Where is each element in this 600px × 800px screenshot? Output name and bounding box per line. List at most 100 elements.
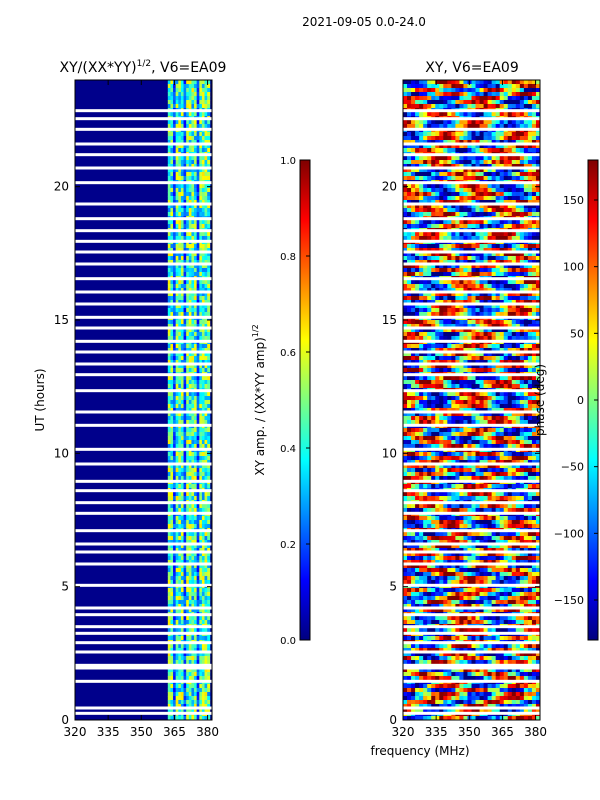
amplitude-cell: [196, 716, 200, 721]
amplitude-cell: [167, 192, 171, 197]
phase-cell: [407, 200, 412, 205]
amplitude-cell: [167, 384, 171, 389]
amplitude-cell: [180, 472, 184, 477]
amplitude-cell: [207, 220, 211, 225]
phase-cell: [523, 176, 529, 181]
amplitude-cell: [194, 412, 198, 417]
amplitude-cell: [180, 560, 184, 565]
amplitude-cell: [175, 376, 179, 381]
phase-cell: [507, 104, 513, 109]
amplitude-cell: [186, 324, 190, 329]
data-gap: [75, 302, 212, 306]
phase-cell: [431, 344, 436, 349]
amplitude-cell: [167, 508, 171, 513]
amplitude-cell: [183, 80, 187, 85]
amplitude-cell: [175, 444, 179, 449]
phase-cell: [471, 260, 476, 265]
amplitude-cell: [199, 260, 203, 265]
amplitude-cell: [207, 616, 211, 621]
phase-cell: [479, 168, 484, 173]
phase-cell: [447, 204, 452, 209]
amplitude-cell: [207, 392, 211, 397]
phase-cell: [415, 100, 420, 105]
phase-cell: [515, 232, 521, 237]
amplitude-cell: [204, 588, 208, 593]
amplitude-cell: [196, 660, 200, 665]
phase-cell: [499, 288, 505, 293]
amplitude-cell: [196, 652, 200, 657]
amplitude-cell: [204, 400, 208, 405]
phase-cell: [495, 96, 501, 101]
phase-cell: [471, 272, 476, 277]
amplitude-cell: [167, 492, 171, 497]
amplitude-cell: [178, 332, 182, 337]
amplitude-cell: [199, 360, 203, 365]
phase-cell: [439, 156, 444, 161]
phase-cell: [455, 284, 460, 289]
amplitude-cell: [207, 440, 211, 445]
phase-cell: [475, 176, 480, 181]
amplitude-cell: [207, 320, 211, 325]
phase-cell: [419, 252, 424, 257]
amplitude-cell: [196, 620, 200, 625]
phase-cell: [527, 136, 533, 141]
amplitude-cell: [178, 660, 182, 665]
amplitude-cell: [207, 332, 211, 337]
amplitude-cell: [180, 264, 184, 269]
phase-cell: [403, 280, 408, 285]
phase-cell: [475, 284, 480, 289]
amplitude-cell: [173, 684, 177, 689]
amplitude-cell: [204, 176, 208, 181]
phase-cell: [451, 92, 456, 97]
phase-cell: [411, 248, 416, 253]
phase-cell: [495, 172, 501, 177]
phase-cell: [411, 320, 416, 325]
amplitude-cell: [170, 160, 174, 165]
phase-cell: [503, 300, 509, 305]
amplitude-cell: [201, 464, 205, 469]
amplitude-cell: [188, 224, 192, 229]
amplitude-cell: [167, 320, 171, 325]
amplitude-cell: [173, 248, 177, 253]
amplitude-cell: [194, 588, 198, 593]
phase-cell: [475, 212, 480, 217]
phase-cell: [531, 336, 537, 341]
phase-cell: [435, 80, 440, 85]
amplitude-cell: [204, 260, 208, 265]
amplitude-cell: [199, 376, 203, 381]
amplitude-cell: [175, 324, 179, 329]
amplitude-cell: [201, 496, 205, 501]
amplitude-cell: [201, 136, 205, 141]
amplitude-cell: [180, 484, 184, 489]
amplitude-cell: [167, 140, 171, 145]
phase-cell: [415, 196, 420, 201]
phase-cell: [431, 200, 436, 205]
amplitude-cell: [196, 376, 200, 381]
phase-cell: [423, 124, 428, 129]
amplitude-cell: [186, 312, 190, 317]
amplitude-cell: [178, 568, 182, 573]
phase-cell: [423, 248, 428, 253]
amplitude-cell: [175, 552, 179, 557]
phase-cell: [419, 144, 424, 149]
phase-cell: [487, 248, 493, 253]
amplitude-cell: [175, 272, 179, 277]
amplitude-cell: [207, 472, 211, 477]
phase-cell: [431, 280, 436, 285]
amplitude-cell: [175, 684, 179, 689]
phase-cell: [515, 280, 521, 285]
phase-cell: [491, 344, 497, 349]
amplitude-cell: [170, 644, 174, 649]
phase-cell: [439, 204, 444, 209]
amplitude-cell: [201, 348, 205, 353]
amplitude-cell: [201, 436, 205, 441]
amplitude-cell: [186, 484, 190, 489]
amplitude-cell: [191, 260, 195, 265]
phase-cell: [411, 100, 416, 105]
amplitude-cell: [186, 636, 190, 641]
amplitude-cell: [173, 688, 177, 693]
phase-cell: [407, 168, 412, 173]
phase-cell: [535, 300, 541, 305]
phase-cell: [459, 204, 464, 209]
phase-cell: [415, 200, 420, 205]
